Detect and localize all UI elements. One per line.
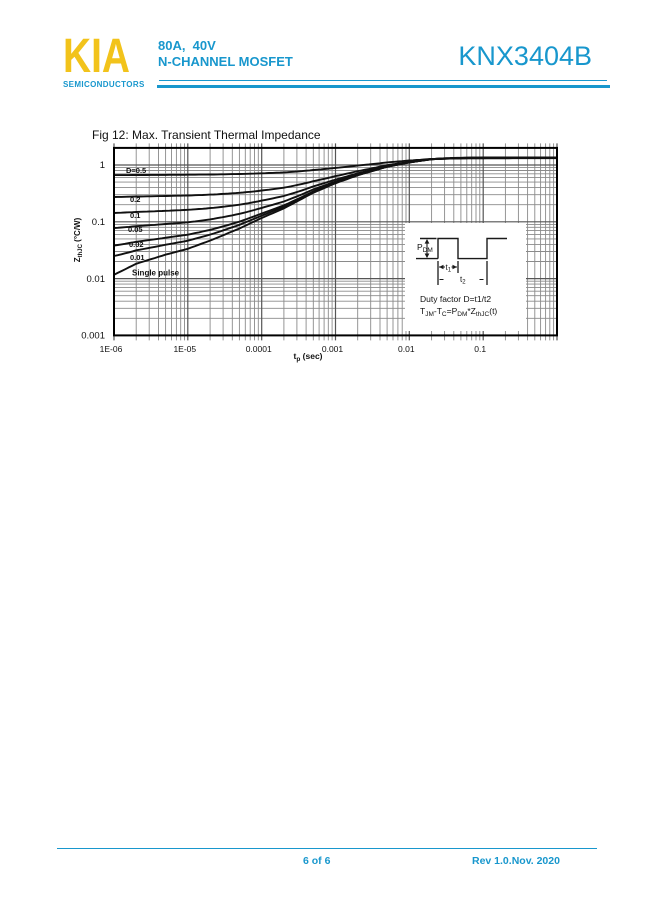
svg-text:ZthJC (°C/W): ZthJC (°C/W) (73, 217, 84, 262)
svg-text:1E-05: 1E-05 (173, 344, 196, 354)
svg-text:Fig 12: Max. Transient Thermal: Fig 12: Max. Transient Thermal Impedance (92, 128, 321, 142)
svg-text:0.01: 0.01 (87, 274, 106, 285)
svg-text:1: 1 (100, 160, 105, 171)
svg-text:D=0.5: D=0.5 (126, 166, 146, 175)
svg-text:0.1: 0.1 (92, 217, 105, 228)
svg-text:0.0001: 0.0001 (246, 344, 272, 354)
svg-text:t2: t2 (460, 275, 466, 286)
svg-text:Duty factor D=t1/t2: Duty factor D=t1/t2 (420, 294, 491, 304)
svg-text:0.1: 0.1 (474, 344, 486, 354)
svg-text:Single pulse: Single pulse (132, 269, 180, 278)
svg-text:0.1: 0.1 (130, 211, 140, 220)
svg-text:0.01: 0.01 (130, 253, 145, 262)
svg-text:t1: t1 (446, 263, 452, 274)
svg-text:0.05: 0.05 (128, 225, 143, 234)
svg-text:1E-06: 1E-06 (100, 344, 123, 354)
svg-text:0.001: 0.001 (81, 331, 105, 342)
svg-text:tp (sec): tp (sec) (293, 351, 322, 363)
svg-text:0.2: 0.2 (130, 195, 140, 204)
svg-text:0.001: 0.001 (322, 344, 344, 354)
svg-text:0.01: 0.01 (398, 344, 415, 354)
svg-text:0.02: 0.02 (129, 240, 144, 249)
